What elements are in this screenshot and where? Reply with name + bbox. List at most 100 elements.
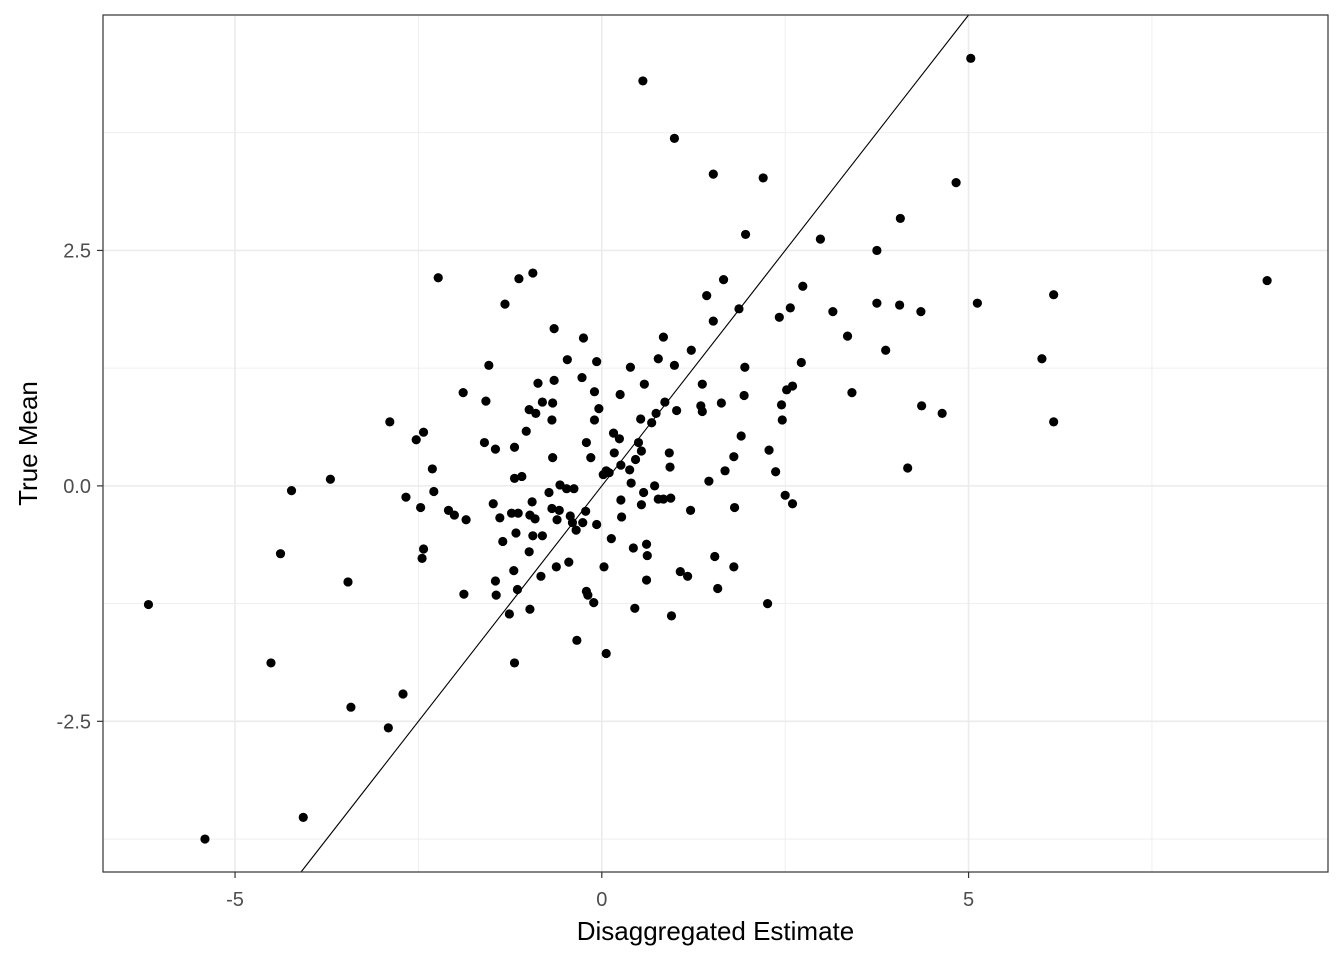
data-point	[641, 575, 652, 585]
data-point	[521, 426, 531, 436]
data-point	[589, 415, 600, 425]
data-point	[798, 281, 808, 291]
data-point	[666, 611, 677, 621]
data-point	[666, 493, 676, 503]
data-point	[708, 169, 718, 179]
data-point	[708, 316, 718, 326]
data-point	[608, 428, 619, 438]
data-point	[762, 598, 773, 609]
data-point	[937, 408, 947, 418]
data-point	[569, 484, 579, 494]
data-point	[418, 427, 429, 437]
data-point	[881, 345, 891, 355]
data-point	[972, 298, 982, 308]
data-point	[740, 229, 751, 240]
data-point	[626, 478, 636, 488]
data-point	[527, 497, 537, 507]
data-point	[718, 275, 729, 285]
data-point	[636, 446, 647, 456]
data-point	[561, 484, 572, 494]
data-point	[490, 444, 501, 454]
data-point	[665, 462, 675, 472]
data-point	[771, 467, 781, 477]
data-point	[449, 510, 459, 520]
data-point	[398, 689, 408, 699]
y-tick-label: -2.5	[57, 711, 91, 733]
data-point	[564, 557, 574, 567]
data-point	[697, 406, 707, 417]
major-gridlines	[103, 15, 1328, 872]
data-point	[511, 528, 521, 538]
data-point	[481, 396, 491, 406]
data-point	[650, 481, 660, 491]
data-point	[578, 518, 588, 528]
data-point	[638, 76, 648, 86]
data-point	[498, 536, 508, 547]
data-point	[578, 333, 589, 343]
data-point	[615, 389, 625, 400]
y-axis-title: True Mean	[13, 381, 43, 506]
data-point	[416, 502, 426, 513]
data-point	[617, 512, 627, 522]
data-point	[758, 173, 768, 183]
data-point	[500, 299, 510, 309]
data-point	[734, 304, 744, 314]
data-point	[509, 473, 520, 483]
data-point	[686, 345, 696, 355]
data-point	[592, 519, 602, 530]
data-point	[547, 503, 557, 514]
data-point	[491, 590, 501, 600]
data-point	[298, 812, 308, 822]
data-point	[589, 387, 600, 397]
data-point	[517, 471, 527, 482]
data-point	[903, 463, 913, 473]
data-point	[433, 273, 443, 283]
data-point	[729, 502, 740, 513]
data-point	[697, 379, 707, 389]
panel-border	[102, 14, 1329, 873]
data-point	[895, 300, 905, 310]
data-point	[675, 566, 685, 577]
data-point	[729, 562, 739, 572]
data-point	[736, 431, 746, 441]
data-point	[567, 518, 578, 528]
data-point	[346, 702, 356, 712]
data-point	[951, 178, 961, 188]
data-point	[143, 599, 154, 610]
data-point	[785, 303, 795, 313]
data-point	[1049, 290, 1059, 300]
data-point	[286, 485, 297, 496]
data-point	[713, 583, 723, 594]
data-point	[571, 525, 581, 535]
data-point	[917, 401, 927, 411]
data-point	[625, 362, 636, 372]
data-point	[549, 324, 559, 334]
data-point	[533, 378, 543, 388]
data-point	[504, 609, 514, 619]
data-point	[385, 417, 395, 427]
data-point	[401, 492, 411, 502]
data-point	[411, 435, 421, 445]
data-point	[739, 390, 749, 401]
y-tick-label: 2.5	[63, 240, 91, 262]
data-point	[658, 332, 669, 342]
data-point	[552, 515, 562, 525]
data-point	[513, 508, 523, 518]
data-point	[509, 566, 519, 576]
data-point	[872, 298, 882, 308]
data-point	[536, 571, 546, 581]
data-point	[847, 388, 857, 398]
data-point	[458, 388, 468, 398]
data-point	[427, 464, 437, 474]
data-point	[581, 506, 591, 516]
data-point	[601, 648, 611, 659]
data-point	[872, 245, 882, 256]
x-axis-ticks: -5 0 5	[226, 872, 974, 911]
data-point	[418, 544, 429, 554]
data-point	[616, 460, 626, 470]
data-point	[514, 274, 524, 284]
data-point	[528, 531, 538, 541]
data-point	[1262, 275, 1272, 286]
data-point	[774, 312, 784, 322]
